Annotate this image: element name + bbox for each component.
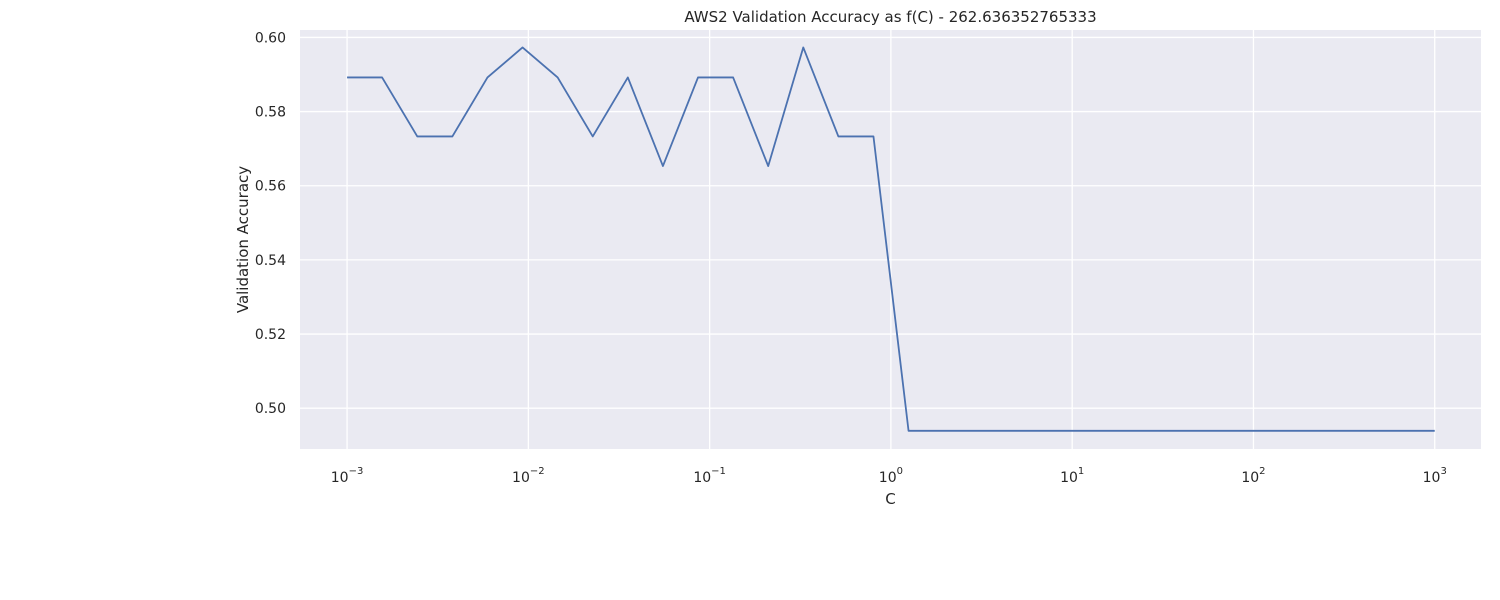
- series-group: [347, 46, 1435, 432]
- series-line: [347, 46, 1435, 432]
- y-tick-label: 0.52: [255, 327, 286, 343]
- y-tick-label: 0.54: [255, 253, 286, 269]
- y-axis: 0.50 0.52 0.54 0.56 0.58 0.60: [255, 30, 286, 417]
- chart-title: AWS2 Validation Accuracy as f(C) - 262.6…: [684, 8, 1096, 26]
- x-tick-label: 10−3: [331, 466, 364, 486]
- x-tick-label: 10−2: [512, 466, 545, 486]
- x-tick-label: 102: [1241, 466, 1265, 486]
- x-tick-label: 10−1: [693, 466, 726, 486]
- y-axis-label: Validation Accuracy: [234, 166, 252, 313]
- y-tick-label: 0.50: [255, 401, 286, 417]
- x-tick-label: 100: [879, 466, 903, 486]
- x-axis: 10−3 10−2 10−1 100 101 102 103: [331, 466, 1447, 486]
- y-tick-label: 0.60: [255, 30, 286, 46]
- y-tick-label: 0.56: [255, 179, 286, 195]
- x-axis-label: C: [885, 490, 895, 508]
- y-tick-label: 0.58: [255, 105, 286, 121]
- grid: [300, 30, 1481, 449]
- x-tick-label: 103: [1423, 466, 1447, 486]
- x-tick-label: 101: [1060, 466, 1084, 486]
